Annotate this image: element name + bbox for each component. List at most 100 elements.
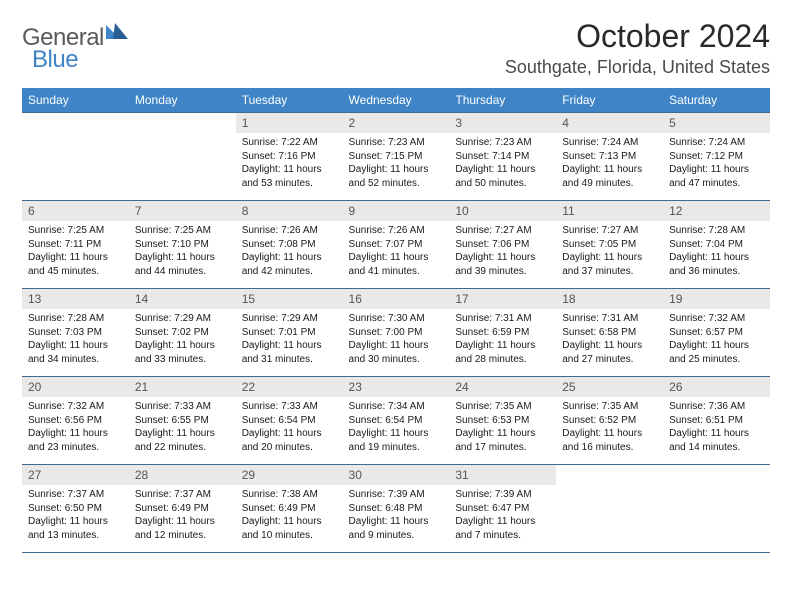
calendar-cell: 18Sunrise: 7:31 AMSunset: 6:58 PMDayligh… bbox=[556, 289, 663, 377]
calendar-cell: 27Sunrise: 7:37 AMSunset: 6:50 PMDayligh… bbox=[22, 465, 129, 553]
calendar-cell: 26Sunrise: 7:36 AMSunset: 6:51 PMDayligh… bbox=[663, 377, 770, 465]
calendar-cell: 4Sunrise: 7:24 AMSunset: 7:13 PMDaylight… bbox=[556, 113, 663, 201]
calendar-cell: 29Sunrise: 7:38 AMSunset: 6:49 PMDayligh… bbox=[236, 465, 343, 553]
calendar-cell: 17Sunrise: 7:31 AMSunset: 6:59 PMDayligh… bbox=[449, 289, 556, 377]
day-details: Sunrise: 7:34 AMSunset: 6:54 PMDaylight:… bbox=[343, 397, 450, 458]
day-number: 19 bbox=[663, 289, 770, 309]
calendar-cell: 14Sunrise: 7:29 AMSunset: 7:02 PMDayligh… bbox=[129, 289, 236, 377]
day-details: Sunrise: 7:33 AMSunset: 6:54 PMDaylight:… bbox=[236, 397, 343, 458]
location: Southgate, Florida, United States bbox=[505, 57, 770, 78]
day-number: 22 bbox=[236, 377, 343, 397]
day-number: 6 bbox=[22, 201, 129, 221]
day-details: Sunrise: 7:33 AMSunset: 6:55 PMDaylight:… bbox=[129, 397, 236, 458]
day-number: 15 bbox=[236, 289, 343, 309]
day-number: 24 bbox=[449, 377, 556, 397]
calendar-cell: 2Sunrise: 7:23 AMSunset: 7:15 PMDaylight… bbox=[343, 113, 450, 201]
day-details: Sunrise: 7:25 AMSunset: 7:10 PMDaylight:… bbox=[129, 221, 236, 282]
day-number: 20 bbox=[22, 377, 129, 397]
day-details: Sunrise: 7:35 AMSunset: 6:52 PMDaylight:… bbox=[556, 397, 663, 458]
day-header: Saturday bbox=[663, 88, 770, 113]
day-number: 25 bbox=[556, 377, 663, 397]
day-details: Sunrise: 7:29 AMSunset: 7:02 PMDaylight:… bbox=[129, 309, 236, 370]
day-details: Sunrise: 7:24 AMSunset: 7:13 PMDaylight:… bbox=[556, 133, 663, 194]
calendar-cell: 22Sunrise: 7:33 AMSunset: 6:54 PMDayligh… bbox=[236, 377, 343, 465]
day-number: 31 bbox=[449, 465, 556, 485]
calendar-cell: 24Sunrise: 7:35 AMSunset: 6:53 PMDayligh… bbox=[449, 377, 556, 465]
calendar-cell: 3Sunrise: 7:23 AMSunset: 7:14 PMDaylight… bbox=[449, 113, 556, 201]
calendar-row: 6Sunrise: 7:25 AMSunset: 7:11 PMDaylight… bbox=[22, 201, 770, 289]
day-header: Wednesday bbox=[343, 88, 450, 113]
logo-blue-row: Blue bbox=[32, 40, 78, 74]
logo-text-blue: Blue bbox=[32, 46, 78, 74]
day-number: 13 bbox=[22, 289, 129, 309]
day-header: Friday bbox=[556, 88, 663, 113]
day-number: 12 bbox=[663, 201, 770, 221]
day-header: Sunday bbox=[22, 88, 129, 113]
day-number: 16 bbox=[343, 289, 450, 309]
calendar-cell: 20Sunrise: 7:32 AMSunset: 6:56 PMDayligh… bbox=[22, 377, 129, 465]
calendar-cell: 8Sunrise: 7:26 AMSunset: 7:08 PMDaylight… bbox=[236, 201, 343, 289]
calendar-cell: 19Sunrise: 7:32 AMSunset: 6:57 PMDayligh… bbox=[663, 289, 770, 377]
calendar-cell bbox=[663, 465, 770, 553]
day-number: 1 bbox=[236, 113, 343, 133]
day-details: Sunrise: 7:27 AMSunset: 7:05 PMDaylight:… bbox=[556, 221, 663, 282]
calendar-cell: 25Sunrise: 7:35 AMSunset: 6:52 PMDayligh… bbox=[556, 377, 663, 465]
calendar-row: 1Sunrise: 7:22 AMSunset: 7:16 PMDaylight… bbox=[22, 113, 770, 201]
calendar-cell: 31Sunrise: 7:39 AMSunset: 6:47 PMDayligh… bbox=[449, 465, 556, 553]
calendar-cell: 28Sunrise: 7:37 AMSunset: 6:49 PMDayligh… bbox=[129, 465, 236, 553]
day-number: 10 bbox=[449, 201, 556, 221]
day-number: 2 bbox=[343, 113, 450, 133]
day-details: Sunrise: 7:32 AMSunset: 6:56 PMDaylight:… bbox=[22, 397, 129, 458]
calendar-body: 1Sunrise: 7:22 AMSunset: 7:16 PMDaylight… bbox=[22, 113, 770, 553]
day-number: 7 bbox=[129, 201, 236, 221]
day-number: 23 bbox=[343, 377, 450, 397]
day-details: Sunrise: 7:28 AMSunset: 7:04 PMDaylight:… bbox=[663, 221, 770, 282]
title-block: October 2024 Southgate, Florida, United … bbox=[505, 18, 770, 78]
day-details: Sunrise: 7:29 AMSunset: 7:01 PMDaylight:… bbox=[236, 309, 343, 370]
day-details: Sunrise: 7:23 AMSunset: 7:14 PMDaylight:… bbox=[449, 133, 556, 194]
day-number: 21 bbox=[129, 377, 236, 397]
calendar-cell: 5Sunrise: 7:24 AMSunset: 7:12 PMDaylight… bbox=[663, 113, 770, 201]
day-details: Sunrise: 7:28 AMSunset: 7:03 PMDaylight:… bbox=[22, 309, 129, 370]
calendar: Sunday Monday Tuesday Wednesday Thursday… bbox=[22, 88, 770, 553]
day-header: Thursday bbox=[449, 88, 556, 113]
calendar-cell: 15Sunrise: 7:29 AMSunset: 7:01 PMDayligh… bbox=[236, 289, 343, 377]
calendar-cell bbox=[129, 113, 236, 201]
day-details: Sunrise: 7:25 AMSunset: 7:11 PMDaylight:… bbox=[22, 221, 129, 282]
day-details: Sunrise: 7:24 AMSunset: 7:12 PMDaylight:… bbox=[663, 133, 770, 194]
calendar-cell: 12Sunrise: 7:28 AMSunset: 7:04 PMDayligh… bbox=[663, 201, 770, 289]
day-header: Monday bbox=[129, 88, 236, 113]
day-details: Sunrise: 7:38 AMSunset: 6:49 PMDaylight:… bbox=[236, 485, 343, 546]
day-number: 17 bbox=[449, 289, 556, 309]
day-details: Sunrise: 7:22 AMSunset: 7:16 PMDaylight:… bbox=[236, 133, 343, 194]
calendar-cell: 16Sunrise: 7:30 AMSunset: 7:00 PMDayligh… bbox=[343, 289, 450, 377]
day-number: 5 bbox=[663, 113, 770, 133]
calendar-cell: 7Sunrise: 7:25 AMSunset: 7:10 PMDaylight… bbox=[129, 201, 236, 289]
day-details: Sunrise: 7:23 AMSunset: 7:15 PMDaylight:… bbox=[343, 133, 450, 194]
day-header: Tuesday bbox=[236, 88, 343, 113]
calendar-cell bbox=[556, 465, 663, 553]
month-title: October 2024 bbox=[505, 18, 770, 55]
calendar-row: 13Sunrise: 7:28 AMSunset: 7:03 PMDayligh… bbox=[22, 289, 770, 377]
calendar-cell: 13Sunrise: 7:28 AMSunset: 7:03 PMDayligh… bbox=[22, 289, 129, 377]
calendar-row: 27Sunrise: 7:37 AMSunset: 6:50 PMDayligh… bbox=[22, 465, 770, 553]
day-number: 11 bbox=[556, 201, 663, 221]
day-number: 30 bbox=[343, 465, 450, 485]
day-number: 8 bbox=[236, 201, 343, 221]
day-details: Sunrise: 7:36 AMSunset: 6:51 PMDaylight:… bbox=[663, 397, 770, 458]
day-header-row: Sunday Monday Tuesday Wednesday Thursday… bbox=[22, 88, 770, 113]
calendar-cell: 21Sunrise: 7:33 AMSunset: 6:55 PMDayligh… bbox=[129, 377, 236, 465]
day-details: Sunrise: 7:39 AMSunset: 6:47 PMDaylight:… bbox=[449, 485, 556, 546]
calendar-cell: 6Sunrise: 7:25 AMSunset: 7:11 PMDaylight… bbox=[22, 201, 129, 289]
day-number: 4 bbox=[556, 113, 663, 133]
day-details: Sunrise: 7:26 AMSunset: 7:08 PMDaylight:… bbox=[236, 221, 343, 282]
day-number: 9 bbox=[343, 201, 450, 221]
day-details: Sunrise: 7:35 AMSunset: 6:53 PMDaylight:… bbox=[449, 397, 556, 458]
calendar-cell bbox=[22, 113, 129, 201]
day-details: Sunrise: 7:31 AMSunset: 6:58 PMDaylight:… bbox=[556, 309, 663, 370]
day-details: Sunrise: 7:37 AMSunset: 6:49 PMDaylight:… bbox=[129, 485, 236, 546]
day-number: 26 bbox=[663, 377, 770, 397]
calendar-cell: 11Sunrise: 7:27 AMSunset: 7:05 PMDayligh… bbox=[556, 201, 663, 289]
calendar-cell: 23Sunrise: 7:34 AMSunset: 6:54 PMDayligh… bbox=[343, 377, 450, 465]
day-details: Sunrise: 7:31 AMSunset: 6:59 PMDaylight:… bbox=[449, 309, 556, 370]
